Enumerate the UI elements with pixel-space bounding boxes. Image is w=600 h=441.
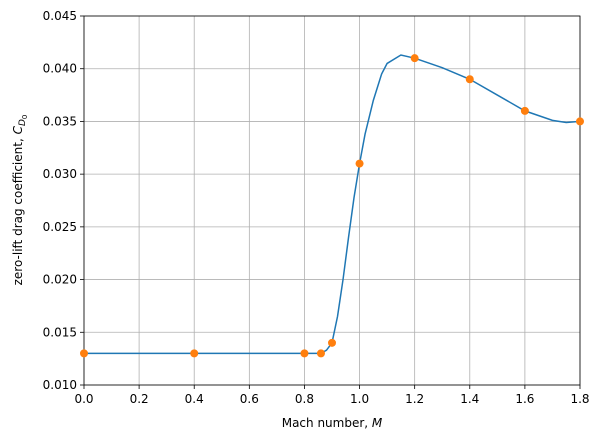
y-tick-label: 0.010 xyxy=(43,378,77,392)
y-tick-label: 0.020 xyxy=(43,273,77,287)
point xyxy=(328,338,336,347)
x-tick-label: 1.0 xyxy=(350,392,369,406)
plot-frame xyxy=(83,15,581,386)
x-tick-label: 1.2 xyxy=(405,392,424,406)
x-tick-label: 1.6 xyxy=(515,392,534,406)
x-tick-label: 1.8 xyxy=(570,392,589,406)
y-tick-label: 0.035 xyxy=(43,114,77,128)
x-label-symbol: M xyxy=(372,416,383,430)
x-tick-label: 1.4 xyxy=(460,392,479,406)
point xyxy=(520,106,529,115)
point xyxy=(300,349,309,358)
x-label-text: Mach number, xyxy=(282,416,372,430)
point xyxy=(410,54,419,63)
line xyxy=(84,54,581,355)
y-tick-label: 0.030 xyxy=(43,167,77,181)
y-axis-label: zero-lift drag coefficient, CD0 xyxy=(11,115,29,286)
y-label-text: zero-lift drag coefficient, xyxy=(11,134,25,285)
x-tick-label: 0.8 xyxy=(295,392,314,406)
x-tick-label: 0.4 xyxy=(185,392,204,406)
point xyxy=(80,349,88,358)
y-tick-label: 0.040 xyxy=(43,62,77,76)
y-label-subsubscript: 0 xyxy=(21,115,29,119)
point xyxy=(576,117,584,126)
x-tick-label: 0.6 xyxy=(240,392,259,406)
point xyxy=(355,159,364,168)
y-tick-label: 0.045 xyxy=(43,9,77,23)
point xyxy=(190,349,199,358)
y-tick-label: 0.015 xyxy=(43,325,77,339)
x-axis-label: Mach number, M xyxy=(282,416,383,430)
y-tick-label: 0.025 xyxy=(43,220,77,234)
point xyxy=(316,349,325,358)
x-tick-label: 0.2 xyxy=(130,392,149,406)
y-label-symbol: C xyxy=(11,125,25,134)
x-tick-label: 0.0 xyxy=(74,392,93,406)
point xyxy=(465,75,474,84)
y-label-subscript: D xyxy=(18,119,28,126)
